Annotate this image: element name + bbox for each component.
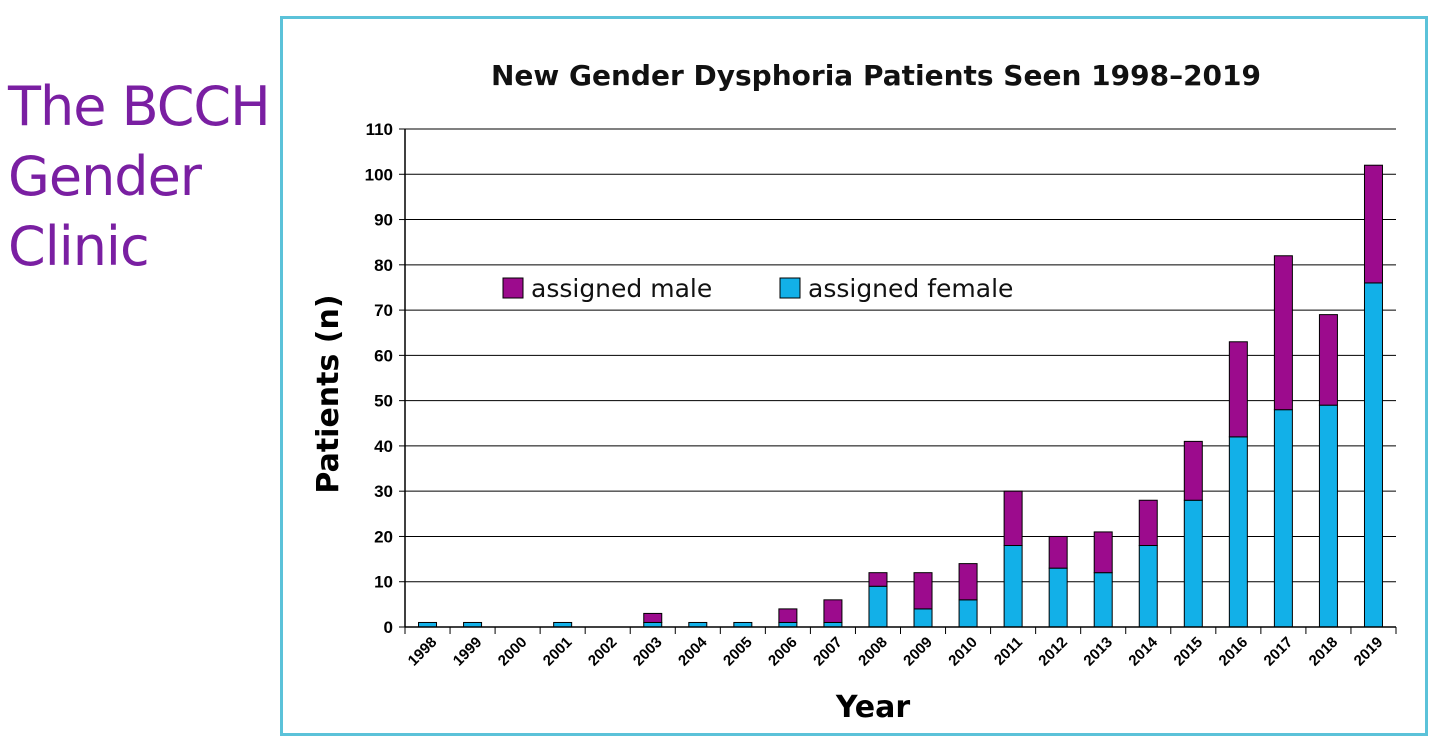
bar-female-2013 xyxy=(1093,572,1113,628)
x-tick-label: 2003 xyxy=(630,634,666,670)
x-tick-label: 2014 xyxy=(1125,633,1161,669)
y-tick-label: 0 xyxy=(384,618,393,637)
slide-title: The BCCH Gender Clinic xyxy=(8,72,278,282)
bar-female-2010 xyxy=(958,599,978,628)
x-axis-title: Year xyxy=(835,690,911,725)
x-tick-label: 2007 xyxy=(810,634,846,670)
y-tick-label: 20 xyxy=(374,527,393,546)
y-tick-label: 100 xyxy=(365,165,393,184)
x-tick-label: 1999 xyxy=(450,634,486,670)
slide-title-line-3: Clinic xyxy=(8,215,150,278)
x-tick-label: 2005 xyxy=(720,634,756,670)
bars xyxy=(418,164,1383,628)
x-tick-label: 1998 xyxy=(405,634,441,670)
legend-swatch-female xyxy=(779,277,801,299)
bar-female-2009 xyxy=(913,608,933,628)
bar-male-2017 xyxy=(1273,255,1293,411)
bar-male-2008 xyxy=(868,572,888,587)
bar-male-2006 xyxy=(778,608,798,623)
x-tick-label: 2011 xyxy=(991,634,1026,669)
x-tick-label: 2004 xyxy=(675,633,711,669)
y-tick-label: 30 xyxy=(374,482,393,501)
bar-chart: New Gender Dysphoria Patients Seen 1998–… xyxy=(311,59,1397,725)
bar-female-2012 xyxy=(1048,567,1068,628)
bar-male-2007 xyxy=(823,599,843,623)
bar-female-2016 xyxy=(1228,436,1248,628)
y-tick-label: 50 xyxy=(374,392,393,411)
bar-male-2016 xyxy=(1228,341,1248,438)
x-tick-label: 2009 xyxy=(900,634,936,670)
y-tick-label: 70 xyxy=(374,301,393,320)
x-tick-label: 2002 xyxy=(585,634,621,670)
bar-female-2017 xyxy=(1273,409,1293,628)
bar-female-2011 xyxy=(1003,545,1023,628)
bar-male-2011 xyxy=(1003,490,1023,547)
legend-label-male: assigned male xyxy=(531,274,712,303)
x-tick-labels: 1998 1999 2000 2001 2002 2003 2004 2005 2006 2007… xyxy=(404,627,1397,670)
bar-female-2019 xyxy=(1363,282,1383,628)
grid-lines xyxy=(405,128,1396,628)
bar-male-2009 xyxy=(913,572,933,610)
bar-male-2014 xyxy=(1138,499,1158,547)
legend-swatch-male xyxy=(502,277,524,299)
bar-female-2008 xyxy=(868,585,888,628)
legend: assigned male assigned female xyxy=(502,274,1013,303)
slide-title-line-2: Gender xyxy=(8,145,202,208)
x-tick-label: 2012 xyxy=(1035,634,1071,670)
y-tick-label: 110 xyxy=(366,120,393,139)
x-tick-label: 2018 xyxy=(1306,634,1342,670)
x-tick-label: 2016 xyxy=(1216,634,1252,670)
bar-male-2003 xyxy=(643,612,663,623)
x-tick-label: 2015 xyxy=(1171,634,1207,670)
bar-male-2010 xyxy=(958,563,978,601)
y-axis-title: Patients (n) xyxy=(311,294,346,493)
y-tick-labels: 0 10 20 30 40 50 60 70 80 90 100 110 xyxy=(365,120,405,637)
y-tick-label: 10 xyxy=(374,573,393,592)
x-tick-label: 2013 xyxy=(1080,634,1116,670)
x-tick-label: 2008 xyxy=(855,634,891,670)
bar-female-2015 xyxy=(1183,499,1203,628)
x-tick-label: 2001 xyxy=(540,634,576,670)
bar-male-2012 xyxy=(1048,535,1068,569)
y-tick-label: 40 xyxy=(374,437,393,456)
y-tick-label: 60 xyxy=(374,346,393,365)
bar-female-2014 xyxy=(1138,545,1158,628)
x-tick-label: 2019 xyxy=(1351,634,1387,670)
x-tick-label: 2000 xyxy=(495,634,531,670)
axes xyxy=(404,129,1396,628)
bar-male-2018 xyxy=(1318,314,1338,406)
y-tick-label: 80 xyxy=(374,256,393,275)
x-tick-label: 2017 xyxy=(1261,634,1297,670)
y-tick-label: 90 xyxy=(374,211,393,230)
bar-male-2019 xyxy=(1363,164,1383,284)
legend-label-female: assigned female xyxy=(808,274,1013,303)
bar-male-2013 xyxy=(1093,531,1113,574)
chart-frame: New Gender Dysphoria Patients Seen 1998–… xyxy=(280,16,1428,736)
x-tick-label: 2010 xyxy=(945,634,981,670)
x-tick-label: 2006 xyxy=(765,634,801,670)
bar-female-2018 xyxy=(1318,404,1338,628)
slide-title-line-1: The BCCH xyxy=(8,75,271,138)
bar-male-2015 xyxy=(1183,440,1203,501)
chart-title: New Gender Dysphoria Patients Seen 1998–… xyxy=(491,59,1261,92)
